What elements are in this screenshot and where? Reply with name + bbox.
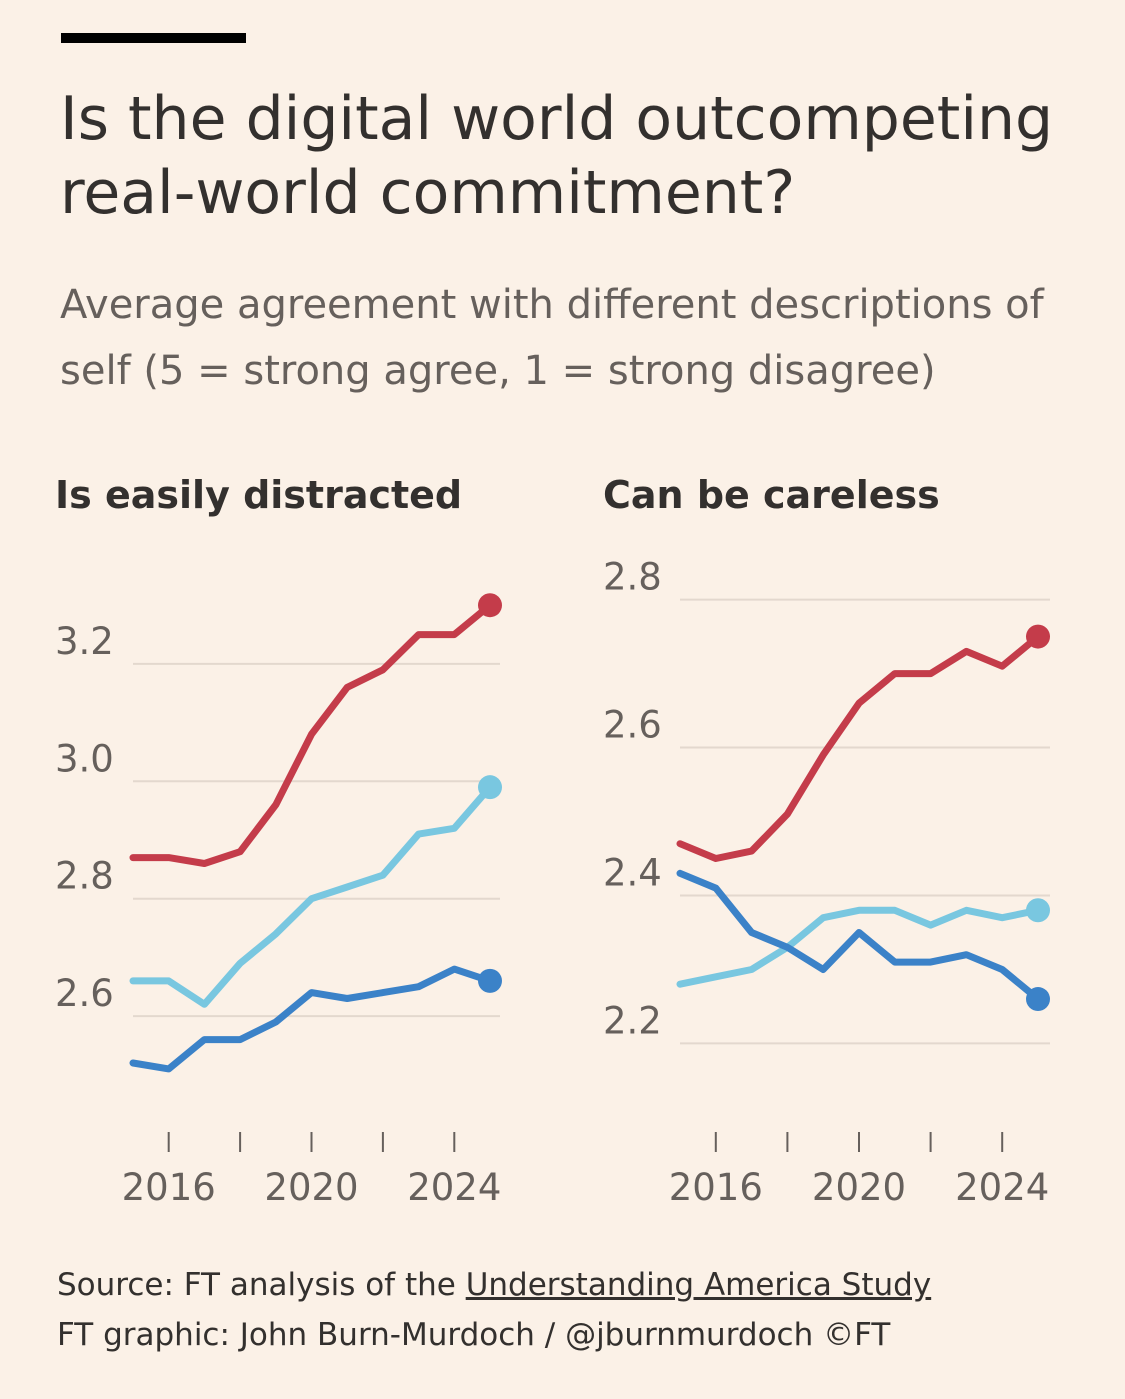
y-tick-label-distracted-2.6: 2.6 (55, 972, 114, 1015)
series-end-dot-careless-light-blue (1026, 898, 1050, 923)
series-line-careless-light-blue (676, 906, 1042, 988)
graphic-credit: FT graphic: John Burn-Murdoch / @jburnmu… (57, 1317, 891, 1353)
y-tick-label-distracted-3.0: 3.0 (55, 737, 114, 780)
source-prefix: Source: FT analysis of the (57, 1267, 466, 1303)
ft-brand-bar (61, 33, 246, 43)
panel-title-distracted: Is easily distracted (55, 473, 463, 517)
y-tick-label-careless-2.2: 2.2 (603, 999, 662, 1042)
series-end-dot-careless-red (1026, 624, 1050, 649)
y-tick-label-distracted-2.8: 2.8 (55, 855, 114, 898)
source-note: Source: FT analysis of the Understanding… (57, 1260, 1097, 1360)
series-line-distracted-red (129, 601, 494, 867)
y-tick-label-careless-2.4: 2.4 (603, 851, 662, 894)
series-line-distracted-light-blue (129, 783, 494, 1008)
series-line-careless-blue (676, 869, 1042, 1003)
series-line-distracted-blue (129, 965, 494, 1073)
x-tick-label-careless-2024: 2024 (955, 1166, 1049, 1209)
x-tick-label-careless-2016: 2016 (669, 1166, 763, 1209)
chart-title: Is the digital world outcompeting real-w… (60, 84, 1054, 228)
x-tick-label-distracted-2024: 2024 (407, 1166, 501, 1209)
series-end-dot-distracted-red (478, 593, 502, 618)
x-tick-label-careless-2020: 2020 (812, 1166, 906, 1209)
chart-subtitle: Average agreement with different descrip… (60, 282, 1044, 394)
x-tick-label-distracted-2020: 2020 (264, 1166, 358, 1209)
series-line-careless-red (676, 633, 1042, 862)
series-end-dot-careless-blue (1026, 987, 1050, 1012)
y-tick-label-careless-2.8: 2.8 (603, 556, 662, 599)
series-end-dot-distracted-blue (478, 968, 502, 993)
x-tick-label-distracted-2016: 2016 (122, 1166, 216, 1209)
series-end-dot-distracted-light-blue (478, 775, 502, 800)
y-tick-label-distracted-3.2: 3.2 (55, 620, 114, 663)
y-tick-label-careless-2.6: 2.6 (603, 704, 662, 747)
source-link[interactable]: Understanding America Study (465, 1267, 932, 1303)
panel-title-careless: Can be careless (603, 473, 940, 517)
